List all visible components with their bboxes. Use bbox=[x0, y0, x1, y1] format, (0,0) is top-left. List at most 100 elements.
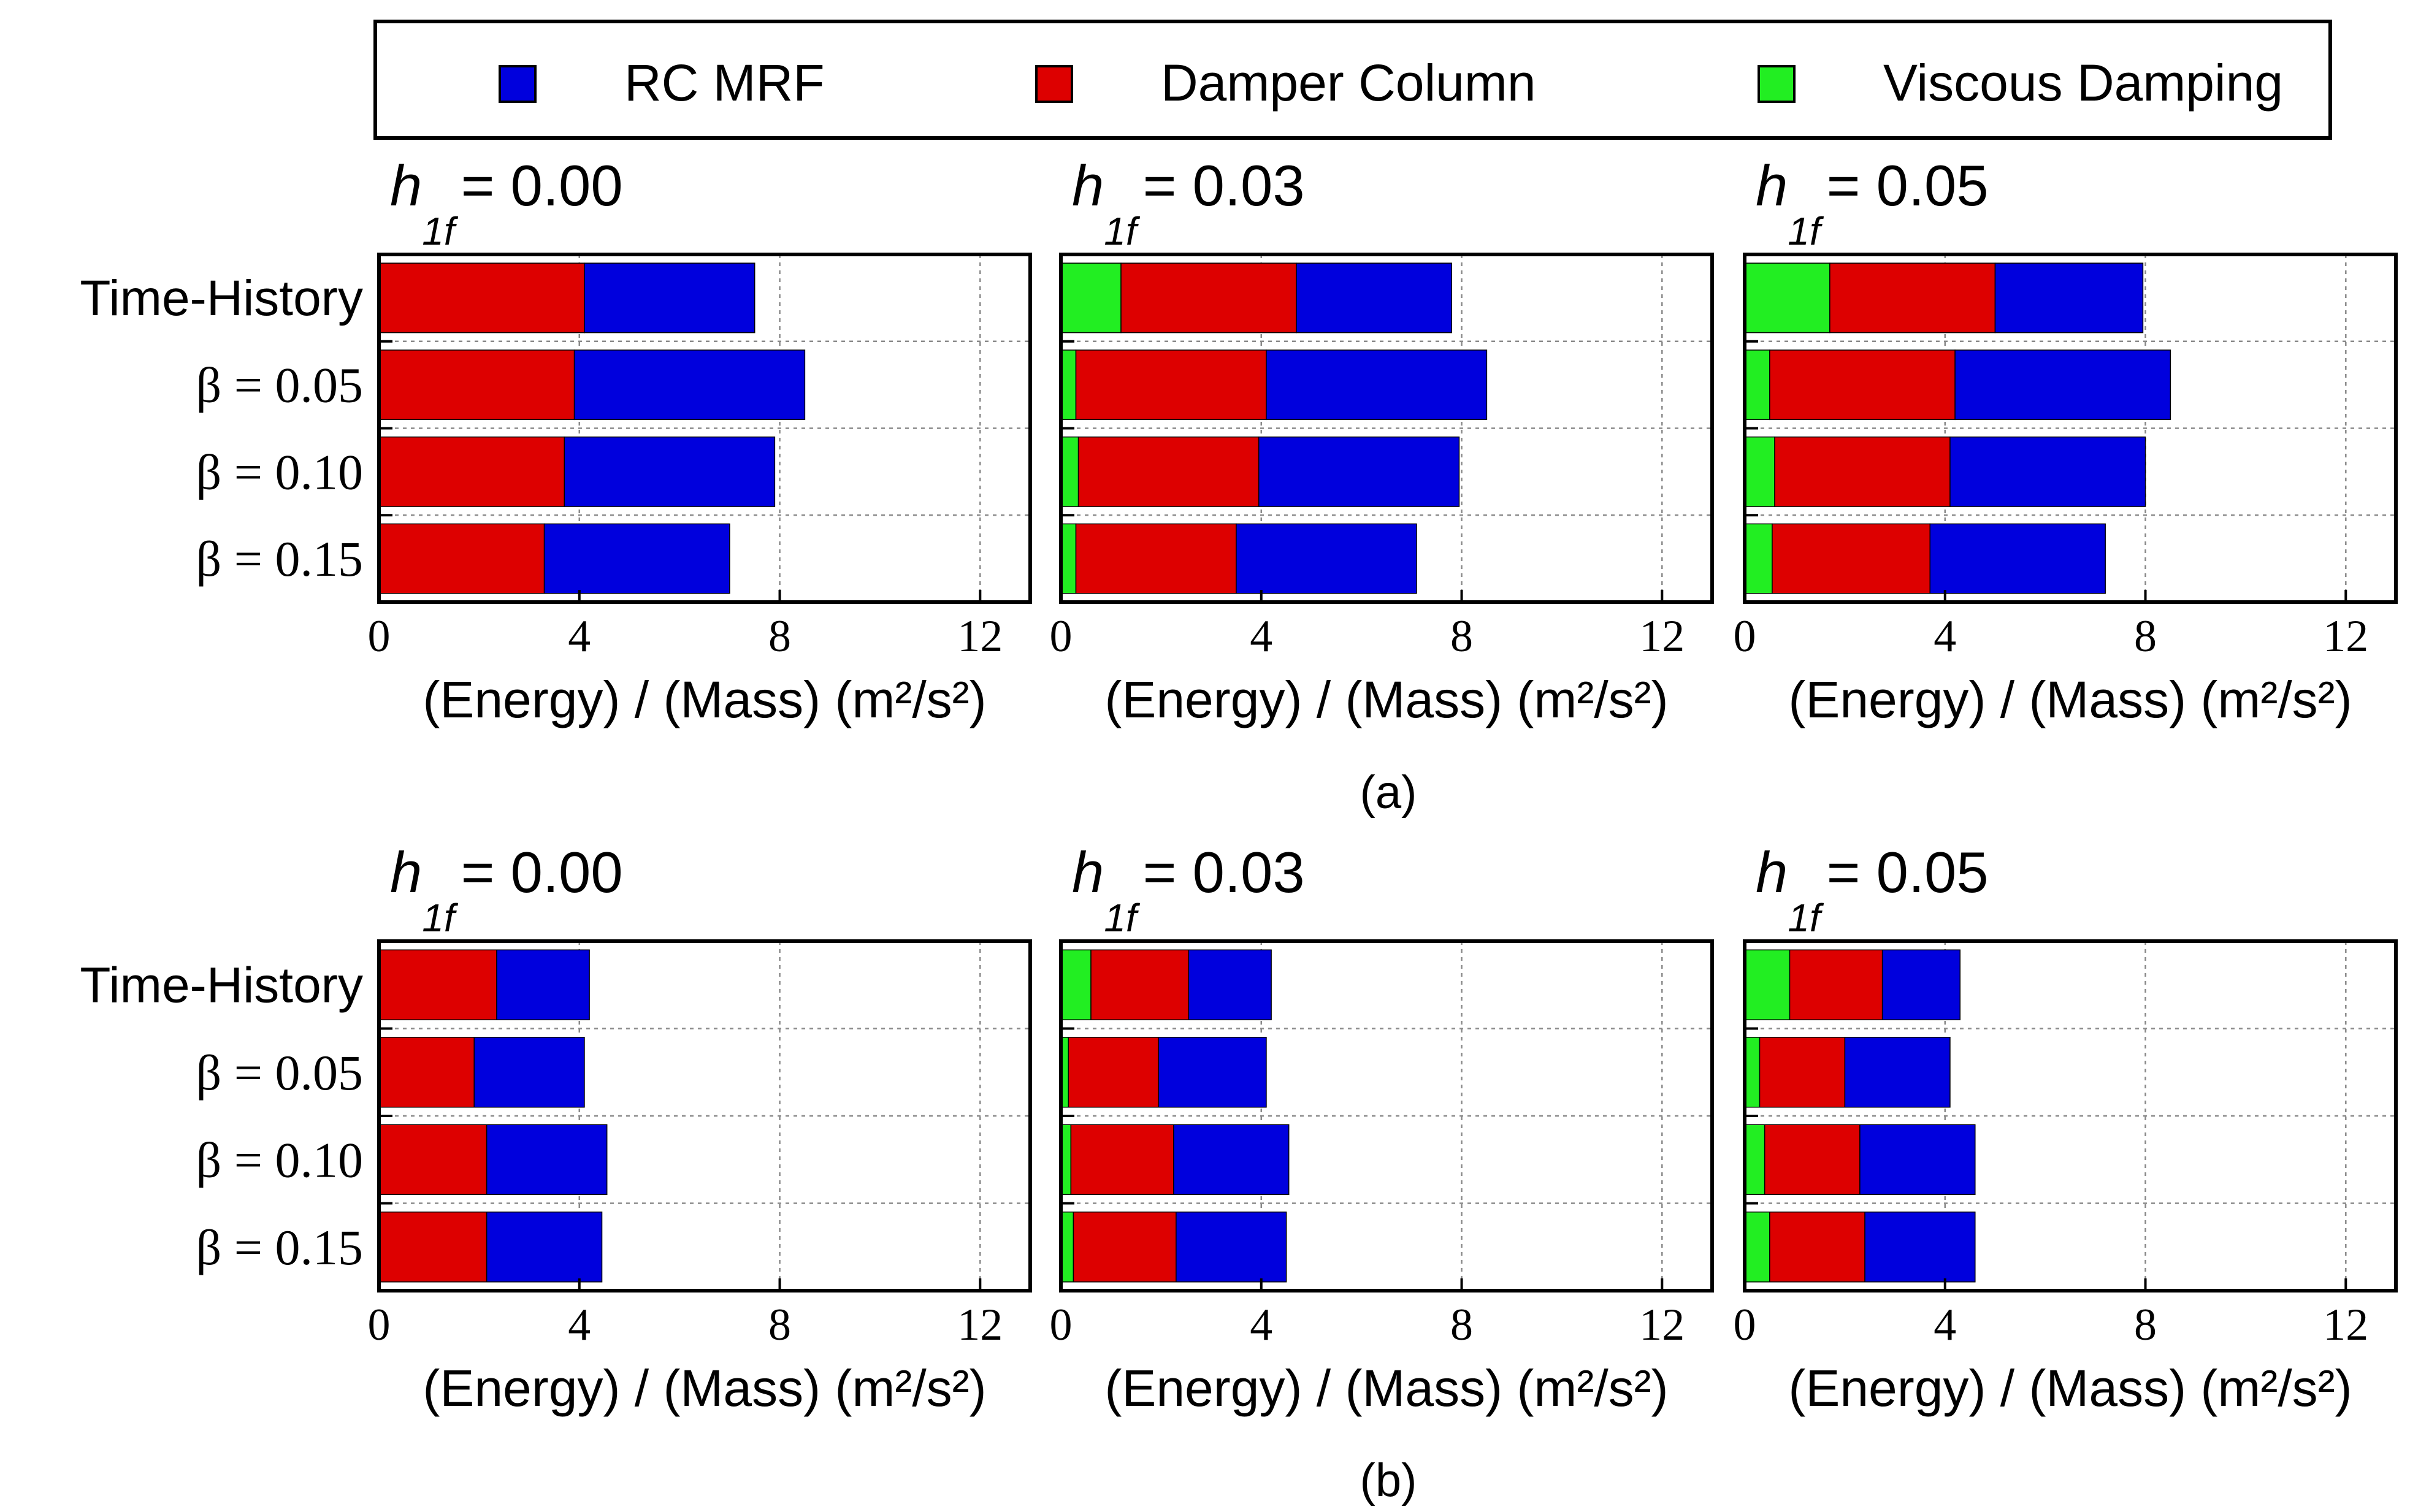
title-subscript: 1f bbox=[422, 209, 459, 253]
x-tick-label: 0 bbox=[1050, 611, 1073, 662]
x-axis-label: (Energy) / (Mass) (m²/s²) bbox=[423, 671, 986, 728]
bar-rc-mrf bbox=[1881, 949, 1961, 1020]
bar-viscous-damping bbox=[1060, 1212, 1074, 1283]
bar-damper-column bbox=[378, 349, 575, 421]
category-label: β = 0.05 bbox=[196, 1045, 363, 1101]
bar-damper-column bbox=[1769, 1212, 1865, 1283]
x-tick-label: 12 bbox=[1639, 611, 1685, 662]
bar-damper-column bbox=[1764, 1124, 1861, 1195]
bar-rc-mrf bbox=[473, 1037, 585, 1108]
plot-frame bbox=[377, 939, 1032, 1292]
panel-title: h1f= 0.03 bbox=[1072, 840, 1305, 940]
title-subscript: 1f bbox=[1788, 896, 1824, 940]
title-symbol: h bbox=[390, 153, 422, 218]
title-subscript: 1f bbox=[1104, 209, 1141, 253]
bar-viscous-damping bbox=[1744, 262, 1830, 334]
title-symbol: h bbox=[1072, 840, 1104, 904]
title-symbol: h bbox=[390, 840, 422, 904]
bar-rc-mrf bbox=[1296, 262, 1452, 334]
bar-damper-column bbox=[1774, 436, 1951, 507]
x-tick-label: 0 bbox=[368, 1300, 391, 1350]
legend-label-rc-mrf: RC MRF bbox=[624, 54, 825, 112]
title-symbol: h bbox=[1756, 153, 1788, 218]
category-label: β = 0.10 bbox=[196, 444, 363, 500]
x-tick-label: 8 bbox=[2134, 611, 2157, 662]
x-tick-label: 12 bbox=[1639, 1300, 1685, 1350]
chart-panel-b-2: 0 4 8 12 (Energy) / (Mass) (m²/s²) h1f= 0.03 bbox=[1050, 840, 1714, 1417]
plot-frame bbox=[1059, 253, 1714, 604]
x-tick-label: 0 bbox=[1734, 1300, 1756, 1350]
bar-rc-mrf bbox=[486, 1212, 603, 1283]
x-tick-label: 4 bbox=[568, 611, 591, 662]
bar-viscous-damping bbox=[1744, 523, 1773, 594]
category-label: β = 0.15 bbox=[196, 1220, 363, 1275]
x-tick-label: 8 bbox=[2134, 1300, 2157, 1350]
bar-damper-column bbox=[1120, 262, 1297, 334]
plot-frame bbox=[1059, 939, 1714, 1292]
bar-rc-mrf bbox=[1258, 436, 1460, 507]
bar-rc-mrf bbox=[486, 1124, 608, 1195]
bar-damper-column bbox=[378, 1212, 488, 1283]
x-tick-label: 8 bbox=[1450, 1300, 1473, 1350]
title-value: = 0.03 bbox=[1143, 153, 1305, 218]
panel-title: h1f= 0.00 bbox=[390, 153, 623, 253]
bar-viscous-damping bbox=[1744, 1124, 1765, 1195]
x-tick-label: 12 bbox=[957, 611, 1003, 662]
bar-viscous-damping bbox=[1060, 436, 1079, 507]
bar-viscous-damping bbox=[1060, 523, 1077, 594]
subfigure-label-a: (a) bbox=[1360, 766, 1417, 819]
bar-viscous-damping bbox=[1744, 1037, 1761, 1108]
x-tick-label: 0 bbox=[1050, 1300, 1073, 1350]
category-label: β = 0.10 bbox=[196, 1132, 363, 1188]
bar-rc-mrf bbox=[573, 349, 806, 421]
bar-rc-mrf bbox=[1844, 1037, 1951, 1108]
bar-rc-mrf bbox=[1266, 349, 1488, 421]
x-tick-label: 4 bbox=[1934, 611, 1956, 662]
x-tick-label: 4 bbox=[1934, 1300, 1956, 1350]
bar-damper-column bbox=[1068, 1037, 1160, 1108]
bar-damper-column bbox=[378, 523, 545, 594]
bar-damper-column bbox=[1075, 349, 1267, 421]
chart-panel-a-2: 0 4 8 12 (Energy) / (Mass) (m²/s²) h1f= 0.03 bbox=[1050, 153, 1714, 728]
x-axis-label: (Energy) / (Mass) (m²/s²) bbox=[423, 1359, 986, 1417]
panel-title: h1f= 0.05 bbox=[1756, 840, 1989, 940]
bar-rc-mrf bbox=[1176, 1212, 1287, 1283]
bar-viscous-damping bbox=[1060, 349, 1077, 421]
bar-rc-mrf bbox=[1188, 949, 1272, 1020]
legend: RC MRF Damper Column Viscous Damping bbox=[373, 20, 2332, 140]
bar-damper-column bbox=[1772, 523, 1931, 594]
x-tick-label: 4 bbox=[1250, 611, 1272, 662]
x-axis-label: (Energy) / (Mass) (m²/s²) bbox=[1104, 1359, 1668, 1417]
bar-damper-column bbox=[1759, 1037, 1846, 1108]
bar-damper-column bbox=[378, 1124, 488, 1195]
bar-rc-mrf bbox=[543, 523, 730, 594]
title-symbol: h bbox=[1756, 840, 1788, 904]
x-tick-label: 8 bbox=[768, 611, 791, 662]
title-value: = 0.00 bbox=[461, 840, 623, 904]
title-subscript: 1f bbox=[1104, 896, 1141, 940]
bar-damper-column bbox=[1070, 1124, 1174, 1195]
plot-frame bbox=[1743, 253, 2398, 604]
bar-viscous-damping bbox=[1744, 1212, 1770, 1283]
bar-damper-column bbox=[1077, 436, 1260, 507]
bar-damper-column bbox=[1789, 949, 1883, 1020]
bar-rc-mrf bbox=[1954, 349, 2171, 421]
legend-frame bbox=[373, 20, 2332, 140]
bar-damper-column bbox=[378, 436, 565, 507]
category-label: Time-History bbox=[80, 957, 363, 1013]
bar-damper-column bbox=[1075, 523, 1237, 594]
title-subscript: 1f bbox=[422, 896, 459, 940]
bar-damper-column bbox=[378, 262, 585, 334]
chart-panel-a-3: 0 4 8 12 (Energy) / (Mass) (m²/s²) h1f= 0.05 bbox=[1734, 153, 2398, 728]
title-value: = 0.03 bbox=[1143, 840, 1305, 904]
bar-viscous-damping bbox=[1744, 436, 1775, 507]
x-tick-label: 4 bbox=[568, 1300, 591, 1350]
plot-frame bbox=[1743, 939, 2398, 1292]
bar-damper-column bbox=[1073, 1212, 1177, 1283]
bar-rc-mrf bbox=[1949, 436, 2146, 507]
bar-rc-mrf bbox=[1994, 262, 2144, 334]
bar-rc-mrf bbox=[1173, 1124, 1290, 1195]
legend-swatch-damper-column bbox=[1035, 65, 1073, 103]
bar-damper-column bbox=[1090, 949, 1190, 1020]
